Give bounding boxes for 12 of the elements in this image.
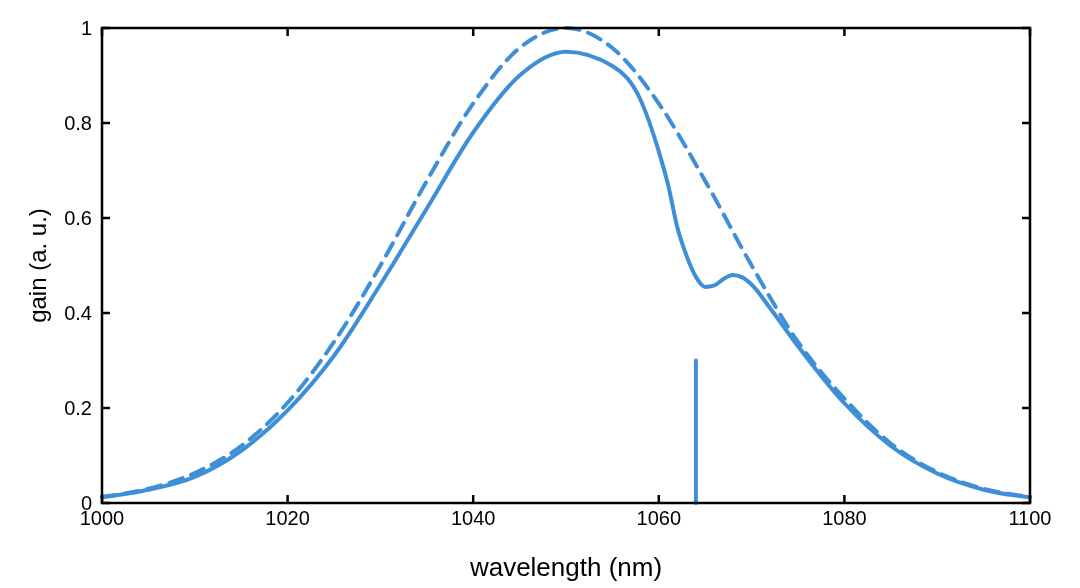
x-tick-label: 1020 <box>265 507 310 529</box>
y-tick-label: 0.4 <box>64 302 92 324</box>
x-tick-label: 1040 <box>450 507 496 529</box>
x-axis-title: wavelength (nm) <box>468 552 663 582</box>
y-tick-label: 0.2 <box>64 397 92 419</box>
y-tick-label: 0.6 <box>64 207 92 229</box>
y-tick-label: 0.8 <box>64 112 92 134</box>
y-axis-title: gain (a. u.) <box>24 208 51 323</box>
y-tick-label: 1 <box>80 17 92 39</box>
x-tick-label: 1100 <box>1008 507 1052 529</box>
x-tick-label: 1060 <box>636 507 682 529</box>
x-tick-label: 1080 <box>822 507 867 529</box>
